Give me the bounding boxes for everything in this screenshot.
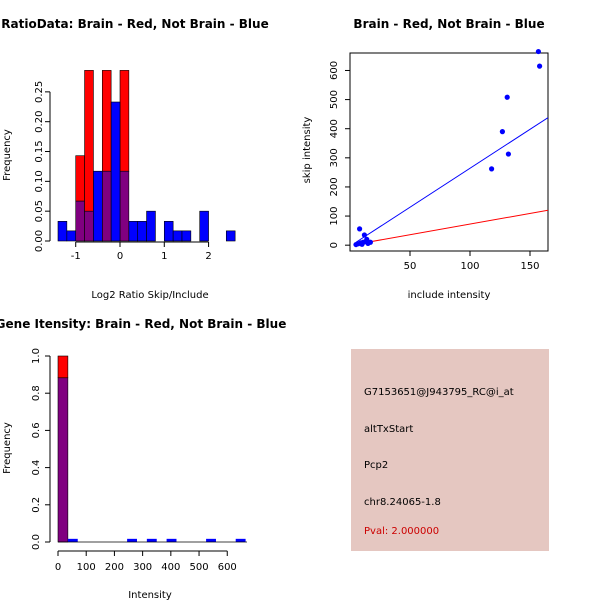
x-tick-label: 50: [404, 261, 417, 272]
overlap-bar: [84, 210, 94, 242]
blue-bar: [146, 210, 156, 242]
y-tick-label: 0.2: [31, 497, 42, 513]
blue-bar: [181, 230, 192, 242]
scatter-point: [535, 48, 542, 55]
blue-bar: [235, 538, 246, 542]
chart-title: Brain - Red, Not Brain - Blue: [353, 17, 544, 31]
y-tick-label: 500: [329, 90, 340, 109]
blue-bar: [110, 101, 121, 242]
chart-title: Gene Itensity: Brain - Red, Not Brain - …: [0, 317, 286, 331]
blue-bar: [225, 230, 236, 242]
blue-bar: [146, 538, 157, 542]
blue-bar: [67, 538, 78, 542]
y-tick-label: 0.4: [31, 460, 42, 476]
x-tick-label: 1: [161, 251, 167, 262]
blue-bar: [163, 221, 174, 242]
blue-bar: [137, 221, 147, 242]
intensity-scatter: 50 100 150 0 100 200 300 400 500 600 Brain - Red, …: [302, 17, 549, 301]
red-fit-line: [355, 209, 548, 245]
intensity-histogram: 0 100 200 300 400 500 600 0.0 0.2 0.4 0.6 0.8 1.0 Gen…: [0, 317, 286, 600]
pval-text: Pval: 2.000000: [364, 526, 440, 537]
location-text: chr8.24065-1.8: [364, 497, 441, 508]
scatter-point: [504, 94, 510, 100]
y-tick-label: 0: [329, 242, 340, 248]
y-tick-label: 1.0: [31, 348, 42, 364]
y-tick-label: 0.05: [34, 200, 45, 222]
blue-bar: [66, 230, 77, 242]
blue-bar: [206, 538, 216, 542]
blue-fit-line: [355, 117, 548, 243]
scatter-point: [505, 151, 511, 157]
y-tick-label: 0.8: [31, 385, 42, 401]
y-tick-label: 600: [329, 61, 340, 80]
chart-title: RatioData: Brain - Red, Not Brain - Blue: [1, 17, 268, 31]
overlap-bar: [101, 170, 112, 242]
overlap-bar: [119, 170, 130, 242]
x-tick-label: 300: [133, 562, 152, 573]
y-tick-label: 200: [329, 177, 340, 196]
y-tick-label: 0.20: [34, 111, 45, 133]
ratio-histogram: -1 0 1 2 0.00 0.05 0.10 0.15 0.20 0.25 RatioData: …: [1, 17, 268, 301]
y-tick-label: 0.00: [34, 230, 45, 252]
x-tick-label: -1: [71, 251, 81, 262]
x-axis-label: Intensity: [128, 590, 172, 600]
x-tick-label: 0: [55, 562, 61, 573]
gene-name-text: Pcp2: [364, 460, 389, 471]
overlap-bar: [75, 200, 85, 242]
x-axis-label: Log2 Ratio Skip/Include: [91, 290, 208, 301]
x-tick-label: 150: [520, 261, 539, 272]
y-tick-label: 0.6: [31, 422, 42, 438]
x-tick-label: 600: [218, 562, 237, 573]
red-bar: [84, 70, 94, 212]
x-tick-label: 2: [205, 251, 211, 262]
blue-bar: [57, 221, 68, 242]
y-axis-label: Frequency: [2, 129, 13, 181]
blue-bar: [172, 230, 183, 242]
plot-frame: [349, 52, 549, 252]
blue-bar: [127, 538, 137, 542]
y-tick-label: 100: [329, 207, 340, 226]
blue-bar: [166, 538, 177, 542]
gene-info-panel: G7153651@J943795_RC@i_at altTxStart Pcp2…: [351, 349, 549, 551]
y-tick-label: 0.25: [34, 81, 45, 103]
scatter-point: [357, 226, 363, 232]
x-tick-label: 400: [161, 562, 180, 573]
y-axis-label: skip intensity: [302, 117, 313, 184]
x-tick-label: 200: [105, 562, 124, 573]
blue-bar: [93, 170, 103, 242]
scatter-point: [499, 129, 505, 135]
scatter-point: [489, 166, 495, 172]
x-tick-label: 500: [189, 562, 208, 573]
overlap-bar: [57, 377, 69, 543]
blue-bar: [199, 210, 209, 242]
y-tick-label: 400: [329, 119, 340, 138]
x-axis-label: include intensity: [408, 290, 491, 301]
x-tick-label: 0: [117, 251, 123, 262]
scatter-point: [367, 239, 373, 245]
x-tick-label: 100: [460, 261, 479, 272]
event-type-text: altTxStart: [364, 424, 414, 435]
red-bar: [57, 355, 69, 379]
x-tick-label: 100: [77, 562, 96, 573]
red-bar: [119, 70, 130, 172]
y-axis-label: Frequency: [2, 422, 13, 474]
red-bar: [101, 70, 112, 172]
scatter-point: [537, 63, 543, 69]
scatter-point: [361, 232, 367, 238]
probe-id-text: G7153651@J943795_RC@i_at: [364, 387, 514, 398]
y-tick-label: 300: [329, 148, 340, 167]
y-tick-label: 0.15: [34, 140, 45, 162]
y-tick-label: 0.0: [31, 534, 42, 550]
scatter-point: [364, 236, 370, 242]
red-bar: [75, 155, 85, 202]
blue-bar: [128, 221, 139, 242]
y-tick-label: 0.10: [34, 170, 45, 192]
